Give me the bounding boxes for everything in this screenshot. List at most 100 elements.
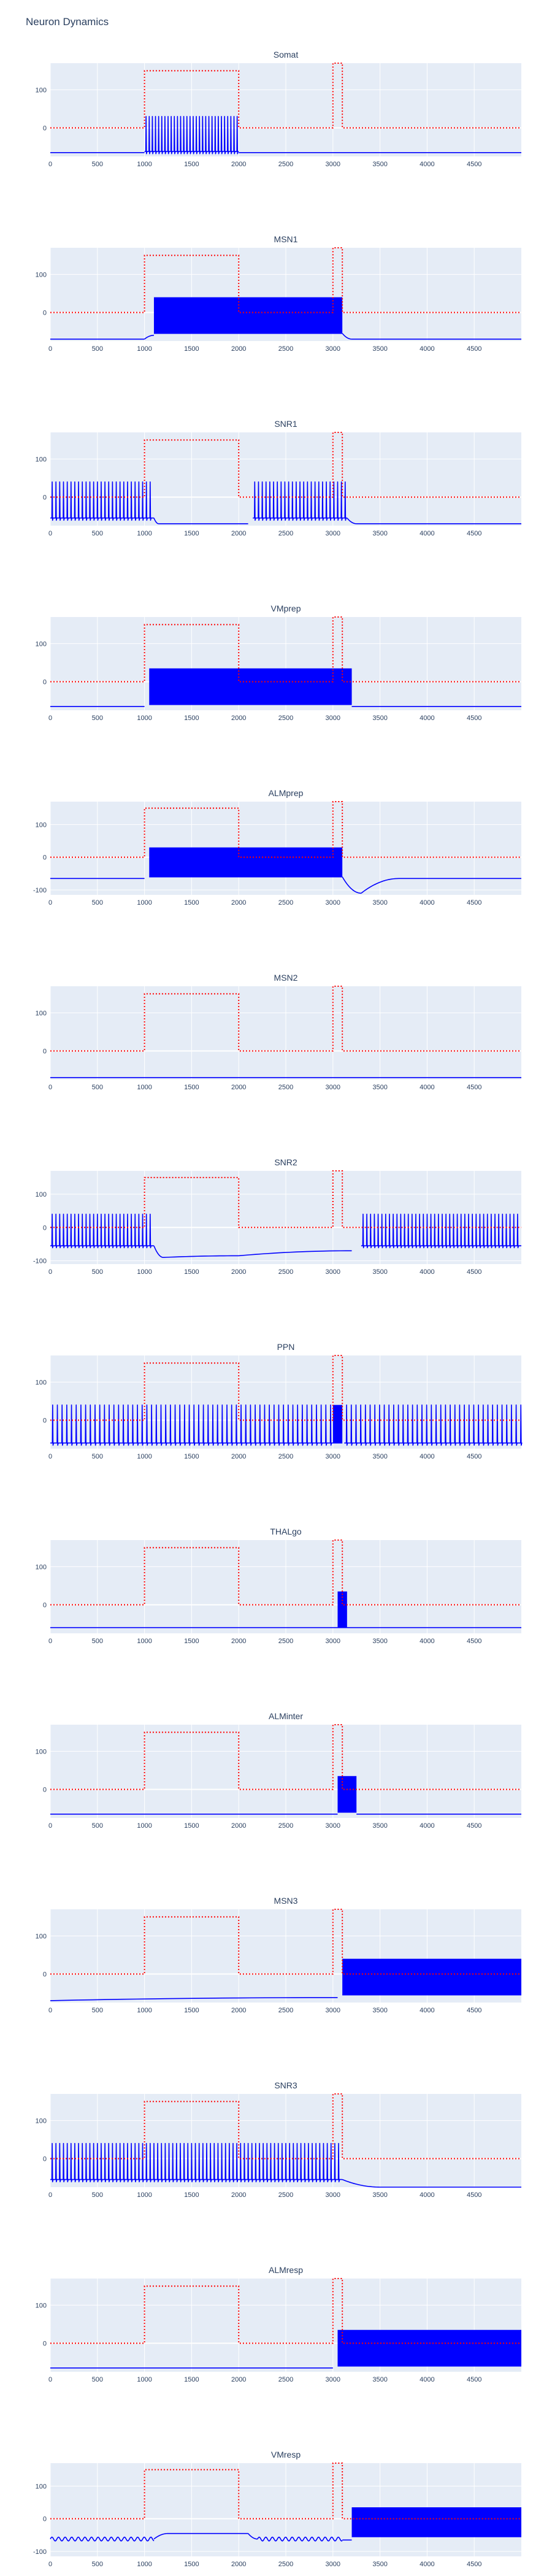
x-tick-label: 3500: [372, 1453, 387, 1460]
y-tick-label: 0: [43, 1601, 47, 1609]
x-tick-label: 0: [48, 530, 52, 537]
subplot-title: MSN1: [274, 234, 298, 244]
x-tick-label: 500: [92, 345, 103, 353]
x-tick-label: 2000: [231, 1822, 246, 1830]
x-tick-label: 500: [92, 1638, 103, 1645]
x-tick-label: 2000: [231, 1084, 246, 1091]
x-tick-label: 2000: [231, 2376, 246, 2383]
membrane-potential-trace: [50, 481, 521, 524]
x-tick-label: 2500: [278, 2191, 293, 2199]
x-tick-label: 2000: [231, 1453, 246, 1460]
x-tick-label: 1000: [137, 345, 151, 353]
x-tick-label: 1000: [137, 1268, 151, 1276]
burst-band: [351, 2507, 521, 2537]
x-tick-label: 4500: [467, 1822, 481, 1830]
y-tick-label: 0: [43, 2155, 47, 2163]
x-tick-label: 3500: [372, 2561, 387, 2568]
x-tick-label: 3000: [326, 1822, 340, 1830]
x-tick-label: 1000: [137, 2376, 151, 2383]
x-tick-label: 1000: [137, 2007, 151, 2014]
y-tick-label: 100: [36, 1563, 47, 1571]
x-tick-label: 3000: [326, 1638, 340, 1645]
y-tick-label: 100: [36, 2302, 47, 2309]
x-tick-label: 3500: [372, 1822, 387, 1830]
x-tick-label: 3000: [326, 1453, 340, 1460]
x-tick-label: 2500: [278, 1268, 293, 1276]
stimulus-trace: [50, 1539, 521, 1606]
x-tick-label: 2000: [231, 715, 246, 722]
x-tick-label: 2500: [278, 530, 293, 537]
y-tick-label: 0: [43, 1417, 47, 1424]
x-tick-label: 1000: [137, 161, 151, 168]
x-tick-label: 4500: [467, 2561, 481, 2568]
y-tick-label: 100: [36, 1748, 47, 1755]
x-tick-label: 2500: [278, 161, 293, 168]
x-tick-label: 3500: [372, 161, 387, 168]
x-tick-label: 1500: [184, 1822, 199, 1830]
membrane-potential-trace: [50, 2532, 521, 2542]
x-tick-label: 3500: [372, 1084, 387, 1091]
x-tick-label: 3000: [326, 2376, 340, 2383]
y-tick-label: -100: [33, 887, 47, 894]
x-tick-label: 3000: [326, 345, 340, 353]
x-tick-label: 2500: [278, 1453, 293, 1460]
x-tick-label: 1500: [184, 161, 199, 168]
y-tick-label: 100: [36, 456, 47, 463]
x-tick-label: 500: [92, 1268, 103, 1276]
x-tick-label: 1500: [184, 1638, 199, 1645]
x-tick-label: 0: [48, 1084, 52, 1091]
membrane-potential-trace: [50, 1213, 521, 1258]
x-tick-label: 500: [92, 899, 103, 907]
subplot-title: ALMinter: [269, 1711, 303, 1721]
x-tick-label: 4000: [420, 2191, 434, 2199]
burst-band: [149, 847, 343, 877]
y-tick-label: 0: [43, 1224, 47, 1232]
subplot-ppn: PPN 0 500 1000 1500 2000 2500 3000 3500 4000 4500 0…: [36, 1342, 523, 1460]
stimulus-trace: [50, 616, 521, 683]
subplot-title: MSN3: [274, 1896, 298, 1906]
x-tick-label: 3000: [326, 1084, 340, 1091]
x-tick-label: 3500: [372, 1638, 387, 1645]
x-tick-label: 4500: [467, 2007, 481, 2014]
membrane-potential-trace: [50, 876, 521, 894]
x-tick-label: 4500: [467, 715, 481, 722]
burst-band: [337, 1591, 347, 1628]
x-tick-label: 4000: [420, 1453, 434, 1460]
burst-band: [337, 2329, 521, 2366]
x-tick-label: 500: [92, 530, 103, 537]
subplot-title: SNR2: [274, 1157, 297, 1167]
stimulus-trace: [50, 1724, 521, 1790]
y-tick-label: 0: [43, 1786, 47, 1793]
membrane-potential-trace: [50, 1994, 521, 2001]
burst-band: [342, 1958, 521, 1995]
subplot-title: THALgo: [270, 1527, 302, 1536]
x-tick-label: 4500: [467, 530, 481, 537]
burst-band: [332, 1405, 343, 1443]
x-tick-label: 0: [48, 2376, 52, 2383]
x-tick-label: 3500: [372, 715, 387, 722]
y-tick-label: 100: [36, 271, 47, 278]
x-tick-label: 1500: [184, 715, 199, 722]
x-tick-label: 3500: [372, 2007, 387, 2014]
burst-band: [337, 1776, 357, 1812]
x-tick-label: 2500: [278, 2376, 293, 2383]
x-tick-label: 4000: [420, 161, 434, 168]
x-tick-label: 4000: [420, 530, 434, 537]
x-tick-label: 3500: [372, 345, 387, 353]
x-tick-label: 3000: [326, 1268, 340, 1276]
subplot-title: SNR3: [274, 2080, 297, 2090]
x-tick-label: 4000: [420, 2376, 434, 2383]
membrane-potential-trace: [50, 703, 521, 707]
x-tick-label: 1500: [184, 2007, 199, 2014]
y-tick-label: 100: [36, 2483, 47, 2490]
x-tick-label: 0: [48, 2561, 52, 2568]
x-tick-label: 4000: [420, 1268, 434, 1276]
x-tick-label: 500: [92, 715, 103, 722]
x-tick-label: 0: [48, 345, 52, 353]
x-tick-label: 0: [48, 899, 52, 907]
x-tick-label: 1500: [184, 1453, 199, 1460]
x-tick-label: 3000: [326, 2007, 340, 2014]
x-tick-label: 1000: [137, 1822, 151, 1830]
